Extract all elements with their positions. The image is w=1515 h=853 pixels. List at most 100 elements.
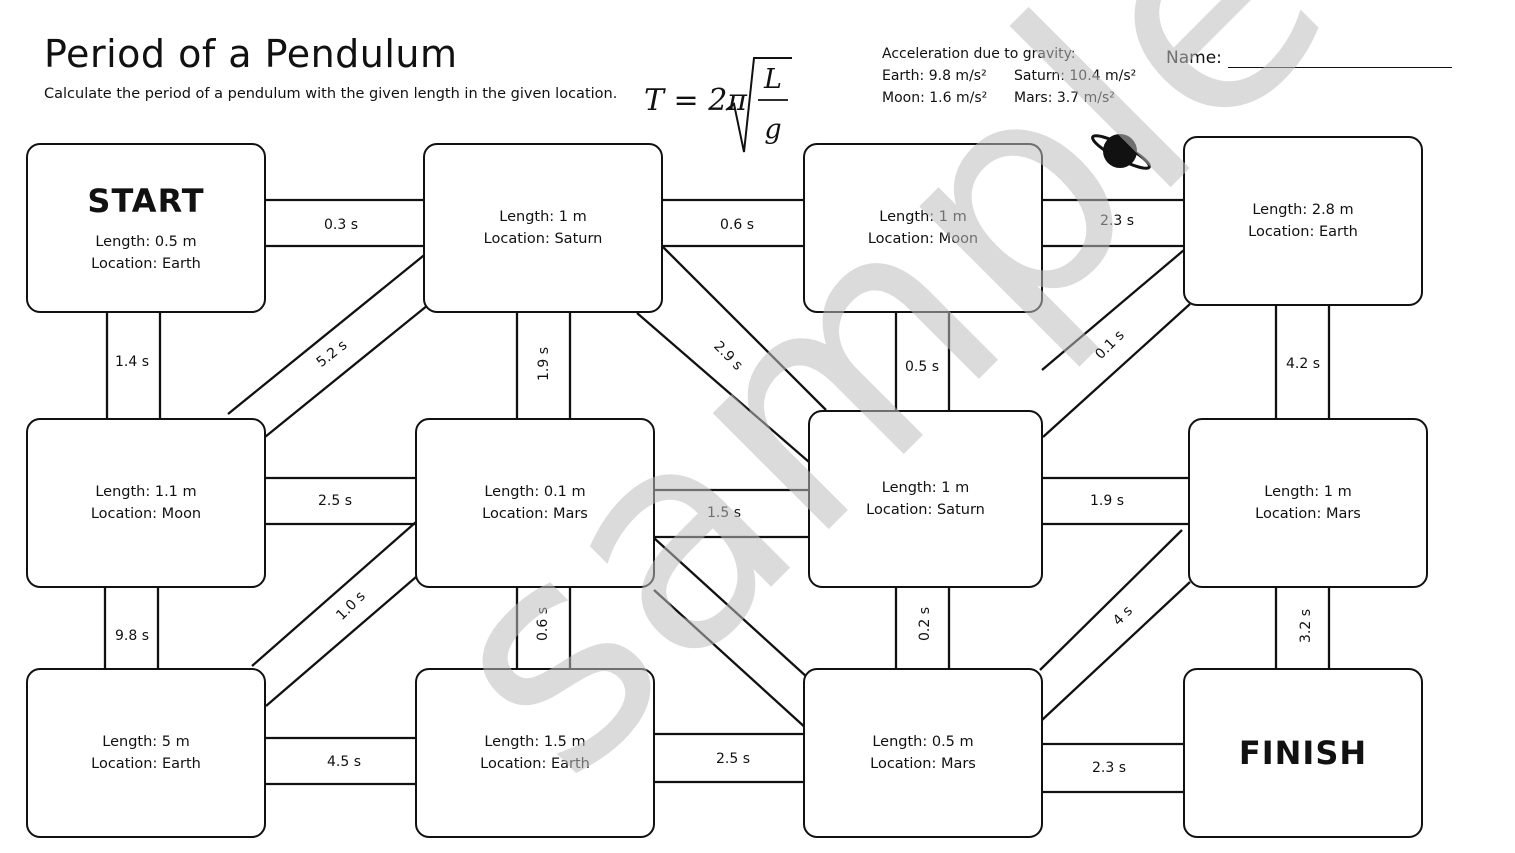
path-label[interactable]: 1.5 s	[706, 505, 742, 521]
path-label[interactable]: 1.4 s	[114, 354, 150, 370]
finish-heading: FINISH	[1238, 734, 1368, 772]
path-label[interactable]: 1.9 s	[1089, 493, 1125, 509]
path-label[interactable]: 3.2 s	[1298, 608, 1314, 644]
maze-corridor	[515, 587, 572, 670]
corridor-wall	[653, 589, 809, 731]
box-length: Length: 2.8 m	[1252, 202, 1354, 218]
maze-box[interactable]: Length: 5 m Location: Earth	[26, 668, 266, 838]
maze-corridor	[662, 198, 804, 248]
formula-lhs: T = 2π	[644, 83, 748, 118]
box-length: Length: 1.1 m	[95, 484, 197, 500]
maze-corridor	[1039, 529, 1191, 721]
maze-corridor	[654, 488, 810, 539]
path-label[interactable]: 9.8 s	[114, 628, 150, 644]
maze-box[interactable]: Length: 1 m Location: Mars	[1188, 418, 1428, 588]
box-length: Length: 1.5 m	[484, 734, 586, 750]
box-location: Location: Earth	[91, 756, 201, 772]
name-blank-line[interactable]	[1227, 49, 1452, 68]
corridor-wall	[265, 576, 417, 707]
maze-corridor	[265, 476, 416, 526]
box-location: Location: Mars	[870, 756, 976, 772]
corridor-wall	[251, 521, 417, 667]
path-label[interactable]: 0.2 s	[917, 606, 933, 642]
maze-corridor	[105, 312, 162, 420]
name-label: Name:	[1166, 48, 1222, 68]
maze-box[interactable]: Length: 1 m Location: Moon	[803, 143, 1043, 313]
corridor-wall	[264, 304, 429, 438]
maze-corridor	[1042, 476, 1189, 526]
corridor-wall	[1039, 529, 1183, 671]
formula-denominator: g	[764, 114, 781, 145]
corridor-wall	[227, 251, 429, 415]
box-length: Length: 1 m	[1264, 484, 1352, 500]
path-label[interactable]: 4.2 s	[1285, 356, 1321, 372]
path-label[interactable]: 0.6 s	[719, 217, 755, 233]
planet-icon	[1091, 134, 1151, 170]
maze-box[interactable]: Length: 2.8 m Location: Earth	[1183, 136, 1423, 306]
gravity-moon: Moon: 1.6 m/s²	[882, 90, 988, 106]
maze-box[interactable]: Length: 0.5 m Location: Mars	[803, 668, 1043, 838]
period-formula: T = 2π L g	[644, 57, 792, 153]
corridor-wall	[1042, 303, 1191, 438]
box-length: Length: 1 m	[499, 209, 587, 225]
path-label[interactable]: 4.5 s	[326, 754, 362, 770]
maze-box[interactable]: Length: 1.1 m Location: Moon	[26, 418, 266, 588]
corridor-wall	[653, 537, 809, 679]
box-location: Location: Earth	[1248, 224, 1358, 240]
maze-corridor	[1041, 249, 1191, 438]
maze-corridor	[1274, 306, 1331, 420]
gravity-heading: Acceleration due to gravity:	[882, 46, 1076, 62]
box-location: Location: Moon	[867, 231, 979, 247]
box-location: Location: Mars	[482, 506, 588, 522]
box-length: Length: 0.5 m	[95, 234, 197, 250]
start-heading: START	[87, 182, 205, 220]
box-length: Length: 5 m	[102, 734, 190, 750]
box-location: Location: Mars	[1255, 506, 1361, 522]
gravity-reference: Acceleration due to gravity: Earth: 9.8 …	[882, 43, 1136, 109]
maze-corridor	[1274, 587, 1331, 670]
formula-numerator: L	[763, 64, 782, 95]
name-field[interactable]: Name:	[1166, 48, 1452, 68]
box-location: Location: Earth	[91, 256, 201, 272]
path-label[interactable]: 2.5 s	[715, 751, 751, 767]
instructions: Calculate the period of a pendulum with …	[44, 86, 618, 102]
path-label[interactable]: 1.9 s	[536, 346, 552, 382]
box-length: Length: 1 m	[881, 480, 970, 496]
maze-corridor	[251, 521, 417, 707]
path-label[interactable]: 2.3 s	[1091, 760, 1127, 776]
corridor-wall	[1041, 249, 1185, 371]
box-length: Length: 0.1 m	[484, 484, 586, 500]
path-label[interactable]: 2.5 s	[317, 493, 353, 509]
maze-corridor	[653, 537, 809, 731]
maze-corridor	[515, 312, 572, 420]
maze-box[interactable]: Length: 1 m Location: Saturn	[808, 410, 1043, 588]
box-length: Length: 0.5 m	[872, 734, 974, 750]
maze-box[interactable]: Length: 1 m Location: Saturn	[423, 143, 663, 313]
maze-box-start[interactable]: START Length: 0.5 m Location: Earth	[26, 143, 266, 313]
box-location: Location: Earth	[480, 756, 590, 772]
corridor-wall	[1041, 581, 1191, 721]
box-location: Location: Saturn	[866, 502, 985, 518]
maze-corridor	[227, 251, 429, 438]
path-label[interactable]: 0.3 s	[323, 217, 359, 233]
maze-corridor	[894, 312, 951, 412]
maze-box-finish[interactable]: FINISH	[1183, 668, 1423, 838]
maze-corridor	[654, 732, 804, 784]
maze-corridor	[103, 587, 160, 670]
box-length: Length: 1 m	[879, 209, 967, 225]
page-title: Period of a Pendulum	[44, 32, 458, 76]
maze-box[interactable]: Length: 0.1 m Location: Mars	[415, 418, 655, 588]
gravity-saturn: Saturn: 10.4 m/s²	[1014, 68, 1137, 84]
maze-corridor	[894, 587, 951, 670]
corridor-wall	[662, 246, 827, 411]
maze-corridor	[636, 246, 827, 463]
gravity-earth: Earth: 9.8 m/s²	[882, 68, 987, 84]
path-label[interactable]: 0.6 s	[535, 606, 551, 642]
path-label[interactable]: 0.5 s	[904, 359, 940, 375]
maze-corridor	[265, 736, 416, 786]
maze-box[interactable]: Length: 1.5 m Location: Earth	[415, 668, 655, 838]
box-location: Location: Saturn	[483, 231, 603, 247]
corridor-wall	[636, 312, 810, 463]
gravity-mars: Mars: 3.7 m/s²	[1014, 90, 1115, 106]
path-label[interactable]: 2.3 s	[1099, 213, 1135, 229]
